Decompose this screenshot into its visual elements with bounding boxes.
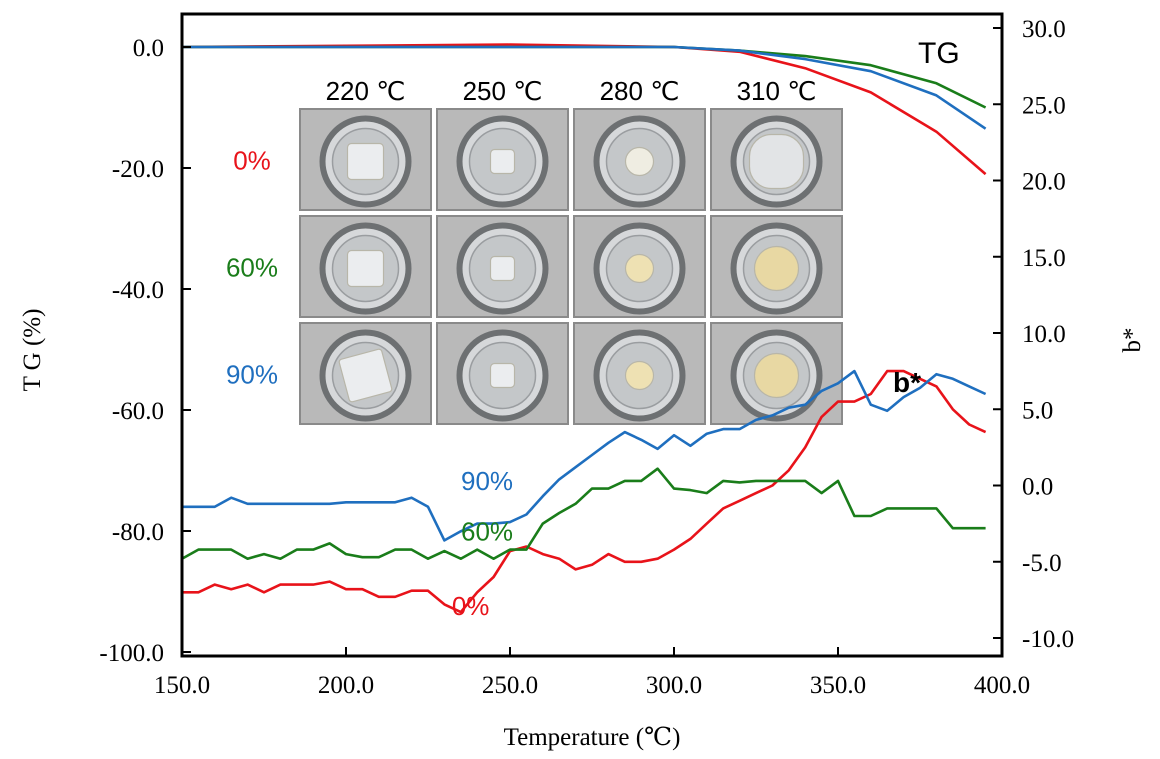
y-right-tick-label: -10.0	[1022, 626, 1074, 653]
x-tick-label: 250.0	[482, 672, 538, 699]
y-left-tick-label: -80.0	[112, 519, 164, 546]
x-tick-label: 350.0	[810, 672, 866, 699]
y-left-tick-label: -40.0	[112, 277, 164, 304]
tg-line-60pct	[182, 45, 987, 109]
inset-temp-label: 310 ℃	[737, 76, 817, 106]
y-left-axis-label: T G (%)	[19, 309, 46, 392]
x-tick-label: 150.0	[154, 672, 210, 699]
y-left-tick-label: -60.0	[112, 398, 164, 425]
inset-temp-label: 280 ℃	[600, 76, 680, 106]
x-tick-label: 300.0	[646, 672, 702, 699]
y-left-tick-label: -20.0	[112, 156, 164, 183]
bstar-series-label: 60%	[461, 516, 513, 546]
y-right-tick-label: 10.0	[1022, 321, 1066, 348]
y-right-tick-label: -5.0	[1022, 550, 1062, 577]
y-right-tick-label: 20.0	[1022, 169, 1066, 196]
sample-specimen	[489, 148, 516, 175]
y-right-tick-label: 0.0	[1022, 474, 1053, 501]
sample-specimen	[624, 360, 655, 391]
sample-specimen	[753, 245, 800, 292]
sample-specimen	[338, 348, 393, 403]
bstar-line-90pct	[182, 369, 987, 542]
bstar-line-0pct	[182, 369, 987, 614]
inset-row-label: 60%	[226, 253, 278, 283]
inset-row-label: 0%	[233, 146, 271, 176]
y-right-tick-label: 25.0	[1022, 92, 1066, 119]
y-left-tick-label: 0.0	[133, 35, 164, 62]
y-right-tick-label: 15.0	[1022, 245, 1066, 272]
sample-specimen	[346, 249, 385, 288]
sample-specimen	[753, 352, 800, 399]
x-tick-label: 400.0	[974, 672, 1030, 699]
sample-specimen	[489, 255, 516, 282]
ticks-layer: 150.0 200.0 250.0 300.0 350.0 400.0 0.0 -20.0 -4…	[99, 16, 1074, 699]
y-left-tick-label: -100.0	[99, 640, 164, 667]
x-tick-label: 200.0	[318, 672, 374, 699]
bstar-line-60pct	[181, 467, 986, 561]
x-axis-label: Temperature (℃)	[504, 724, 681, 751]
bstar-annotation: b*	[893, 367, 921, 398]
tg-annotation: TG	[918, 37, 960, 70]
y-right-axis-label: b*	[1119, 328, 1146, 353]
inset-temp-label: 250 ℃	[463, 76, 543, 106]
sample-specimen	[624, 146, 655, 177]
sample-specimen	[346, 142, 385, 181]
inset-temp-label: 220 ℃	[326, 76, 406, 106]
y-right-tick-label: 5.0	[1022, 397, 1053, 424]
photo-inset: 220 ℃ 250 ℃ 280 ℃ 310 ℃ 0% 60% 90%	[226, 76, 843, 425]
y-right-tick-label: 30.0	[1022, 16, 1066, 43]
bstar-series-label: 0%	[452, 591, 490, 621]
sample-specimen	[489, 362, 516, 389]
sample-specimen	[748, 133, 805, 190]
sample-specimen	[624, 253, 655, 284]
tg-line-0pct	[181, 43, 987, 176]
inset-row-label: 90%	[226, 360, 278, 390]
tg-line-90pct	[182, 45, 987, 130]
plot-frame	[180, 12, 1004, 658]
bstar-series-label: 90%	[461, 466, 513, 496]
series-layer: 90% 60% 0%	[181, 43, 987, 621]
